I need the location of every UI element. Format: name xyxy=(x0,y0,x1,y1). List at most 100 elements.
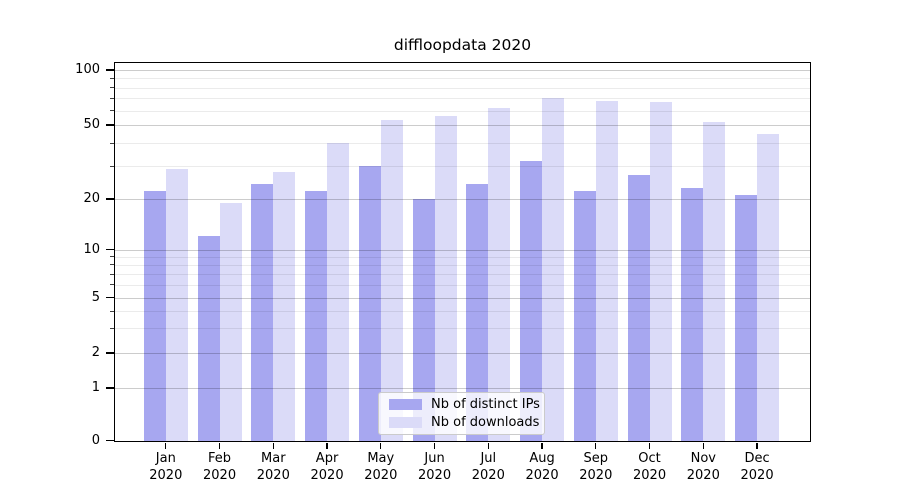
gridline-minor-9 xyxy=(115,256,810,258)
gridline-minor-4 xyxy=(115,311,810,313)
y-axis-minor-tick-8 xyxy=(110,264,114,266)
bar-distinct-ips-feb xyxy=(197,236,220,441)
bar-downloads-jul xyxy=(488,107,511,441)
x-axis-tick-mar xyxy=(272,443,274,449)
y-axis-minor-tick-3 xyxy=(110,327,114,329)
chart-title: diffloopdata 2020 xyxy=(393,36,532,54)
legend-label-downloads: Nb of downloads xyxy=(431,414,540,430)
gridline-5 xyxy=(115,297,810,299)
bar-distinct-ips-jul xyxy=(466,184,489,441)
y-axis-minor-tick-4 xyxy=(110,310,114,312)
y-axis-minor-tick-40 xyxy=(110,142,114,144)
y-axis-label-1: 1 xyxy=(91,380,100,395)
bar-distinct-ips-jun xyxy=(412,199,435,441)
y-axis-minor-tick-90 xyxy=(110,77,114,79)
y-axis-minor-tick-60 xyxy=(110,110,114,112)
gridline-minor-70 xyxy=(115,98,810,100)
y-axis-tick-0 xyxy=(106,439,114,442)
gridline-minor-6 xyxy=(115,284,810,286)
x-axis-label-jun: Jun 2020 xyxy=(418,451,452,483)
y-axis-tick-100 xyxy=(106,69,114,71)
x-axis-tick-dec xyxy=(756,443,758,449)
bar-distinct-ips-jan xyxy=(143,191,166,441)
legend-item-distinct-ips: Nb of distinct IPs xyxy=(389,397,540,412)
gridline-100 xyxy=(115,70,810,71)
y-axis-minor-tick-9 xyxy=(110,256,114,258)
y-axis-tick-50 xyxy=(106,124,114,126)
bar-downloads-mar xyxy=(273,171,296,441)
gridline-minor-30 xyxy=(115,166,810,168)
legend-label-distinct-ips: Nb of distinct IPs xyxy=(431,397,540,413)
x-axis-tick-apr xyxy=(326,443,328,449)
x-axis-tick-aug xyxy=(541,443,543,449)
gridline-20 xyxy=(115,199,810,200)
bar-downloads-nov xyxy=(703,121,726,441)
y-axis-minor-tick-70 xyxy=(110,97,114,99)
bar-distinct-ips-aug xyxy=(520,161,543,441)
bar-downloads-aug xyxy=(542,98,565,441)
bar-distinct-ips-apr xyxy=(305,191,328,441)
x-axis-tick-feb xyxy=(218,443,221,449)
gridline-minor-3 xyxy=(115,328,810,330)
legend: Nb of distinct IPs Nb of downloads xyxy=(378,392,545,435)
y-axis-tick-5 xyxy=(106,296,114,299)
y-axis-label-0: 0 xyxy=(91,432,100,448)
legend-swatch-distinct-ips xyxy=(389,399,422,411)
x-axis-label-jul: Jul 2020 xyxy=(471,451,505,483)
bar-distinct-ips-mar xyxy=(251,184,274,441)
gridline-10 xyxy=(115,249,810,251)
gridline-50 xyxy=(115,125,810,126)
gridline-minor-90 xyxy=(115,78,810,80)
y-axis-tick-1 xyxy=(106,387,114,389)
bar-distinct-ips-sep xyxy=(573,191,596,441)
bar-downloads-jun xyxy=(434,116,457,441)
gridline-minor-80 xyxy=(115,87,810,89)
bar-downloads-oct xyxy=(649,101,672,441)
y-axis-minor-tick-7 xyxy=(110,273,114,275)
x-axis-label-apr: Apr 2020 xyxy=(310,451,344,483)
y-axis-tick-20 xyxy=(106,198,114,200)
x-axis-tick-sep xyxy=(595,443,597,449)
x-axis-label-dec: Dec 2020 xyxy=(740,451,774,483)
bar-downloads-apr xyxy=(327,143,350,441)
x-axis-label-oct: Oct 2020 xyxy=(633,451,667,483)
y-axis-label-20: 20 xyxy=(83,191,100,206)
y-axis-minor-tick-6 xyxy=(110,284,114,286)
bar-downloads-dec xyxy=(757,133,780,441)
y-axis-minor-tick-80 xyxy=(110,87,114,89)
bar-downloads-feb xyxy=(219,202,242,441)
y-axis-label-50: 50 xyxy=(83,117,100,132)
x-axis-tick-nov xyxy=(702,443,704,449)
bar-downloads-may xyxy=(380,120,403,441)
x-axis-label-jan: Jan 2020 xyxy=(149,451,183,483)
bar-downloads-jan xyxy=(165,168,188,441)
x-axis-tick-jun xyxy=(433,443,436,449)
gridline-minor-8 xyxy=(115,264,810,266)
bar-downloads-sep xyxy=(595,100,618,441)
gridline-1 xyxy=(115,388,810,389)
bar-distinct-ips-may xyxy=(358,166,381,441)
bar-distinct-ips-oct xyxy=(627,174,650,441)
y-axis-label-10: 10 xyxy=(83,241,100,257)
y-axis-label-5: 5 xyxy=(91,289,100,305)
x-axis-label-nov: Nov 2020 xyxy=(686,451,720,483)
x-axis-tick-may xyxy=(380,443,382,449)
legend-item-downloads: Nb of downloads xyxy=(389,414,540,430)
x-axis-label-aug: Aug 2020 xyxy=(525,451,559,483)
legend-swatch-downloads xyxy=(389,416,422,428)
y-axis-label-100: 100 xyxy=(75,62,100,77)
x-axis-label-sep: Sep 2020 xyxy=(579,451,613,483)
x-axis-label-feb: Feb 2020 xyxy=(203,451,237,483)
gridline-2 xyxy=(115,353,810,354)
y-axis-minor-tick-30 xyxy=(110,165,114,167)
y-axis-tick-2 xyxy=(106,352,114,354)
x-axis-tick-jul xyxy=(487,443,489,449)
bar-distinct-ips-nov xyxy=(681,187,704,441)
gridline-minor-7 xyxy=(115,274,810,276)
y-axis-label-2: 2 xyxy=(91,345,100,360)
x-axis-label-mar: Mar 2020 xyxy=(256,451,290,483)
gridline-minor-60 xyxy=(115,110,810,112)
gridline-minor-40 xyxy=(115,143,810,145)
x-axis-tick-jan xyxy=(165,443,167,449)
